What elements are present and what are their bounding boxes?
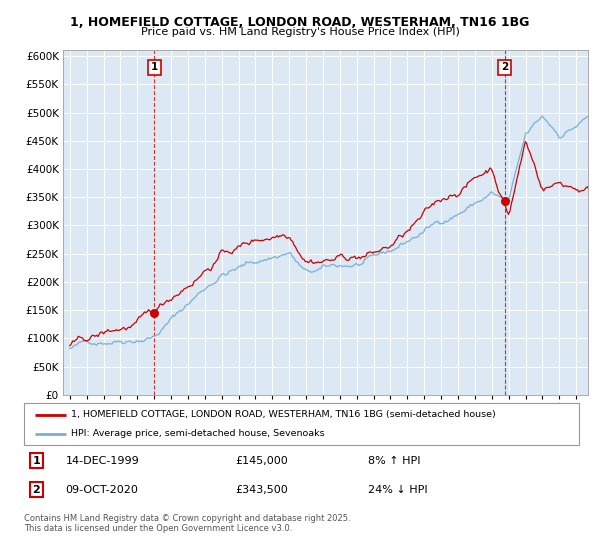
Text: 2: 2 xyxy=(502,63,509,72)
Text: 24% ↓ HPI: 24% ↓ HPI xyxy=(368,485,428,495)
Text: 8% ↑ HPI: 8% ↑ HPI xyxy=(368,456,421,466)
Text: 1: 1 xyxy=(151,63,158,72)
Text: 1, HOMEFIELD COTTAGE, LONDON ROAD, WESTERHAM, TN16 1BG: 1, HOMEFIELD COTTAGE, LONDON ROAD, WESTE… xyxy=(70,16,530,29)
Text: £343,500: £343,500 xyxy=(235,485,287,495)
Text: HPI: Average price, semi-detached house, Sevenoaks: HPI: Average price, semi-detached house,… xyxy=(71,430,325,438)
Text: 1: 1 xyxy=(32,456,40,466)
Text: 09-OCT-2020: 09-OCT-2020 xyxy=(65,485,139,495)
FancyBboxPatch shape xyxy=(24,403,579,445)
Text: Price paid vs. HM Land Registry's House Price Index (HPI): Price paid vs. HM Land Registry's House … xyxy=(140,27,460,37)
Text: 1, HOMEFIELD COTTAGE, LONDON ROAD, WESTERHAM, TN16 1BG (semi-detached house): 1, HOMEFIELD COTTAGE, LONDON ROAD, WESTE… xyxy=(71,410,496,419)
Text: Contains HM Land Registry data © Crown copyright and database right 2025.
This d: Contains HM Land Registry data © Crown c… xyxy=(24,514,350,534)
Text: £145,000: £145,000 xyxy=(235,456,287,466)
Text: 14-DEC-1999: 14-DEC-1999 xyxy=(65,456,139,466)
Text: 2: 2 xyxy=(32,485,40,495)
